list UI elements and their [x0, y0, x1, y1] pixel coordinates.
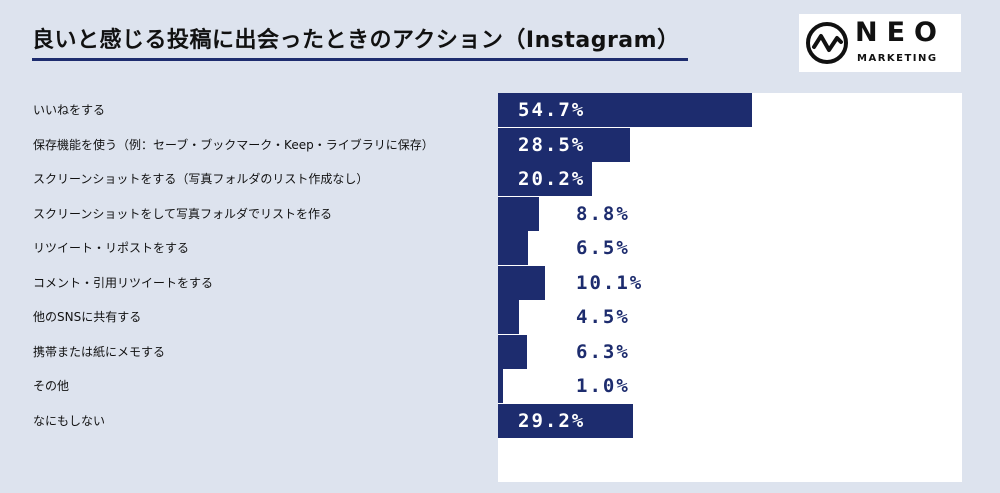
bar [498, 93, 752, 127]
value-label: 1.0% [576, 375, 630, 397]
category-label: 携帯または紙にメモする [33, 344, 166, 359]
logo-wordmark: NEO [855, 17, 946, 48]
title-underline [32, 58, 688, 61]
bar [498, 369, 503, 403]
category-label: いいねをする [33, 103, 106, 117]
value-label: 28.5% [518, 133, 586, 156]
value-label: 8.8% [576, 202, 630, 225]
value-label: 6.3% [576, 340, 630, 363]
logo-subtitle: MARKETING [857, 53, 938, 64]
value-label: 20.2% [518, 168, 586, 190]
category-label: コメント・引用リツイートをする [33, 275, 214, 290]
category-label: 他のSNSに共有する [33, 310, 142, 324]
value-label: 10.1% [576, 271, 644, 294]
bar [498, 162, 592, 196]
chart-title: 良いと感じる投稿に出会ったときのアクション（Instagram） [32, 28, 680, 53]
value-label: 6.5% [576, 237, 630, 259]
category-label: 保存機能を使う（例：セーブ・ブックマーク・Keep・ライブラリに保存） [33, 137, 434, 152]
bar [498, 127, 631, 162]
bar [498, 265, 545, 300]
category-label: その他 [33, 379, 70, 393]
value-label: 4.5% [576, 306, 630, 328]
neo-marketing-logo: NEO MARKETING [799, 14, 961, 72]
bar [498, 334, 528, 369]
category-label: なにもしない [33, 413, 106, 428]
category-label: スクリーンショットをする（写真フォルダのリスト作成なし） [33, 172, 369, 186]
bar [498, 300, 519, 334]
bar [498, 403, 634, 438]
category-label: リツイート・リポストをする [33, 241, 190, 255]
logo-mark-icon [806, 22, 848, 64]
value-label: 54.7% [518, 99, 586, 121]
value-label: 29.2% [518, 409, 586, 432]
category-label: スクリーンショットをして写真フォルダでリストを作る [33, 206, 333, 221]
bar [498, 231, 529, 265]
bar [498, 196, 539, 231]
